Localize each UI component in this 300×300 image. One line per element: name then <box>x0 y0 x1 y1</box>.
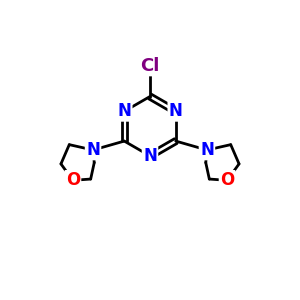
Text: O: O <box>66 171 80 189</box>
Text: O: O <box>220 171 234 189</box>
Text: N: N <box>143 147 157 165</box>
Text: Cl: Cl <box>140 57 160 75</box>
Text: N: N <box>86 141 100 159</box>
Text: N: N <box>117 102 131 120</box>
Text: N: N <box>169 102 183 120</box>
Text: N: N <box>200 141 214 159</box>
